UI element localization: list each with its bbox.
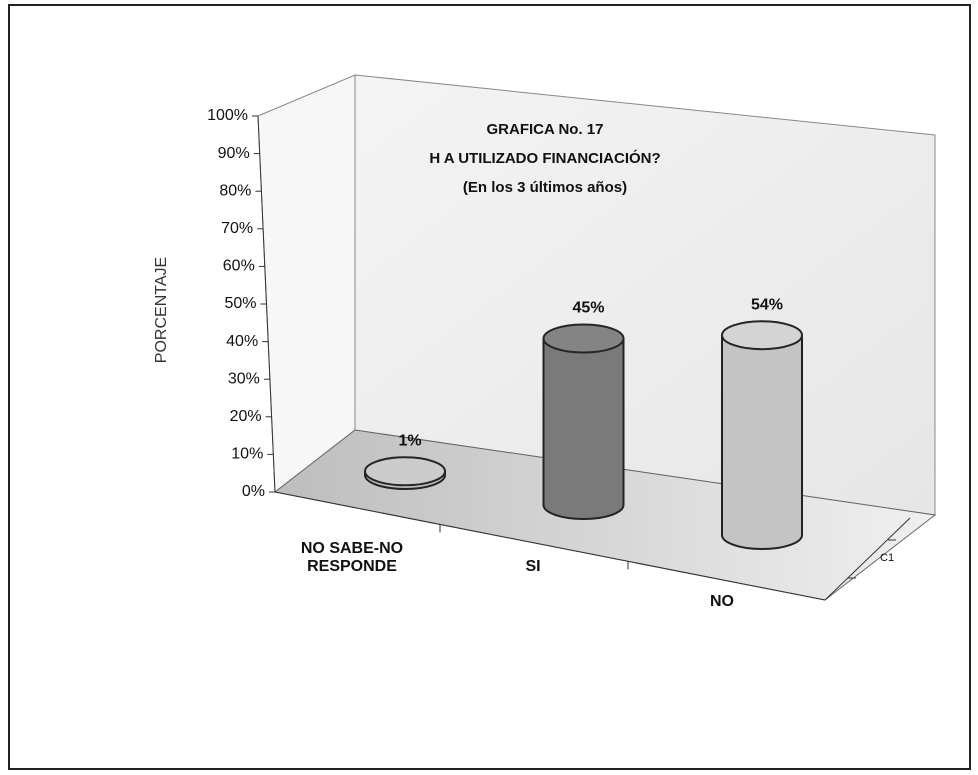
y-tick-label: 100% <box>207 107 248 124</box>
cylinder-top <box>542 323 625 354</box>
value-label: 45% <box>572 300 604 317</box>
x-tick-label: SI <box>525 558 541 575</box>
x-tick-label: NO <box>710 593 734 610</box>
cylinder-top <box>364 456 446 487</box>
y-tick-label: 80% <box>219 182 251 199</box>
y-tick-label: 30% <box>228 370 260 387</box>
value-label: 54% <box>751 296 783 313</box>
y-tick-label: 40% <box>226 333 258 350</box>
cylinder <box>721 320 803 550</box>
series-label: C1 <box>880 552 894 564</box>
y-tick-label: 20% <box>230 408 262 425</box>
chart-title: (En los 3 últimos años) <box>463 179 627 196</box>
y-axis-label: PORCENTAJE <box>153 257 170 363</box>
y-tick-label: 50% <box>224 295 256 312</box>
chart-title: H A UTILIZADO FINANCIACIÓN? <box>429 149 660 167</box>
chart-title: GRAFICA No. 17 <box>487 121 604 138</box>
value-label: 1% <box>398 433 421 450</box>
depth-axis <box>824 517 911 601</box>
x-tick-label: NO SABE-NO RESPONDE <box>300 540 404 575</box>
cylinder <box>364 456 446 490</box>
cylinder <box>542 323 625 520</box>
y-tick-label: 90% <box>218 145 250 162</box>
y-tick-label: 0% <box>242 483 265 500</box>
x-axis <box>274 491 826 601</box>
cylinder-body <box>542 337 625 520</box>
y-tick-label: 10% <box>231 446 263 463</box>
cylinder-body <box>721 334 803 550</box>
y-tick-label: 70% <box>221 220 253 237</box>
y-tick-label: 60% <box>223 258 255 275</box>
cylinder-top <box>721 320 803 351</box>
